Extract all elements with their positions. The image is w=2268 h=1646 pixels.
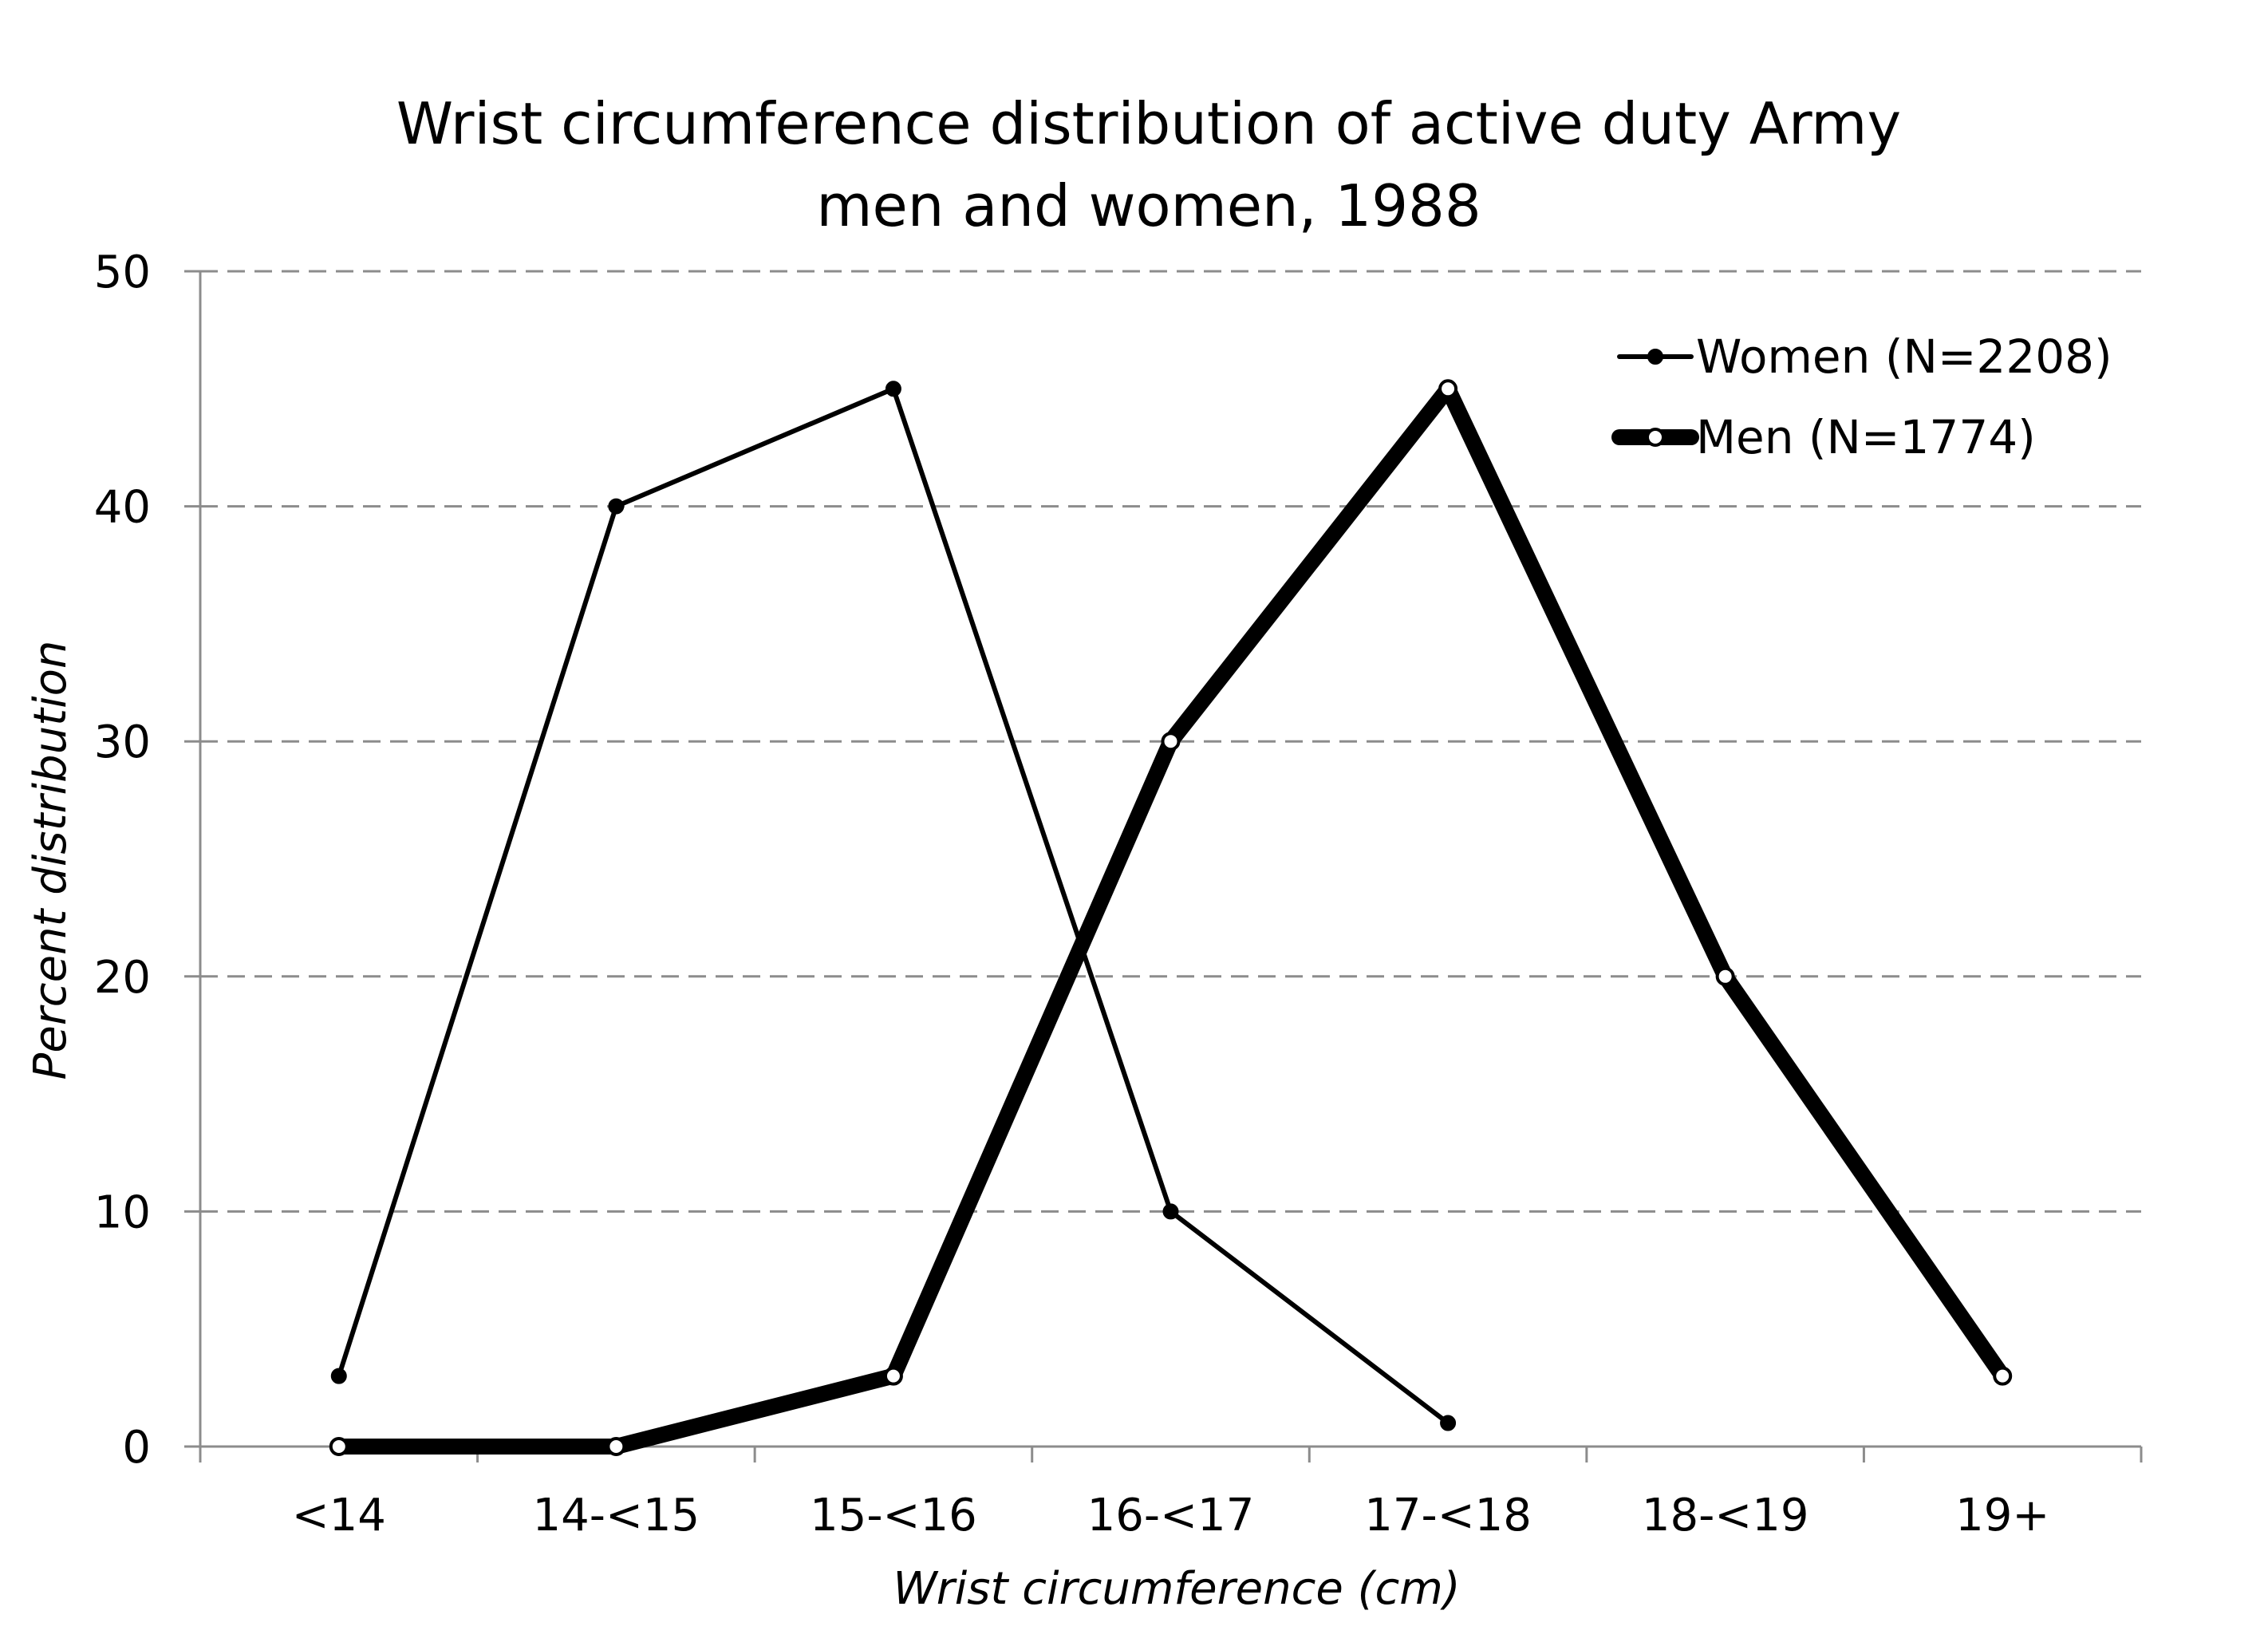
- series-1-point-2: [883, 1366, 903, 1386]
- series-1-point-3: [1161, 732, 1181, 752]
- series-line-0: [336, 386, 1451, 1426]
- x-axis-label: Wrist circumference (cm): [893, 1563, 1460, 1615]
- x-tick-label-0: <14: [292, 1490, 386, 1541]
- series: [329, 379, 2013, 1456]
- x-tick-label-1: 14-<15: [533, 1490, 700, 1541]
- y-tick-label-0: 0: [122, 1422, 151, 1474]
- series-1-point-4: [1438, 379, 1458, 399]
- x-tick-label-4: 17-<18: [1364, 1490, 1532, 1541]
- series-1-point-0: [329, 1437, 349, 1456]
- series-0-point-4: [1440, 1415, 1457, 1431]
- series-line-1: [330, 381, 2011, 1455]
- series-0-point-1: [608, 498, 625, 515]
- series-1-point-1: [606, 1437, 626, 1456]
- chart-title-line1: Wrist circumference distribution of acti…: [396, 90, 1901, 157]
- x-tick-label-2: 15-<16: [810, 1490, 977, 1541]
- x-tick-label-6: 19+: [1955, 1490, 2049, 1541]
- series-1-point-6: [1993, 1366, 2013, 1386]
- series-1-point-5: [1715, 966, 1735, 986]
- legend-label-0: Women (N=2208): [1696, 330, 2112, 384]
- y-axis-label: Percent distribution: [25, 641, 77, 1080]
- y-tick-label-50: 50: [94, 247, 151, 298]
- legend-marker-1: [1646, 428, 1665, 447]
- series-0-point-3: [1162, 1203, 1179, 1220]
- y-tick-label-10: 10: [94, 1186, 151, 1238]
- gridlines: [184, 270, 2141, 1448]
- legend: Women (N=2208) Men (N=1774): [1611, 330, 2112, 464]
- series-0-point-2: [885, 381, 901, 397]
- x-tick-labels: <14 14-<15 15-<16 16-<17 17-<18 18-<19 19+: [292, 1490, 2050, 1541]
- y-tick-labels: 0 10 20 30 40 50: [94, 247, 151, 1474]
- chart-title-line2: men and women, 1988: [816, 172, 1481, 239]
- y-tick-label-30: 30: [94, 716, 151, 768]
- legend-marker-0: [1647, 349, 1663, 365]
- y-tick-label-40: 40: [94, 482, 151, 534]
- legend-label-1: Men (N=1774): [1696, 410, 2036, 464]
- x-tick-label-5: 18-<19: [1642, 1490, 1809, 1541]
- series-0-point-0: [330, 1368, 347, 1384]
- x-tick-label-3: 16-<17: [1087, 1490, 1255, 1541]
- y-tick-label-20: 20: [94, 952, 151, 1004]
